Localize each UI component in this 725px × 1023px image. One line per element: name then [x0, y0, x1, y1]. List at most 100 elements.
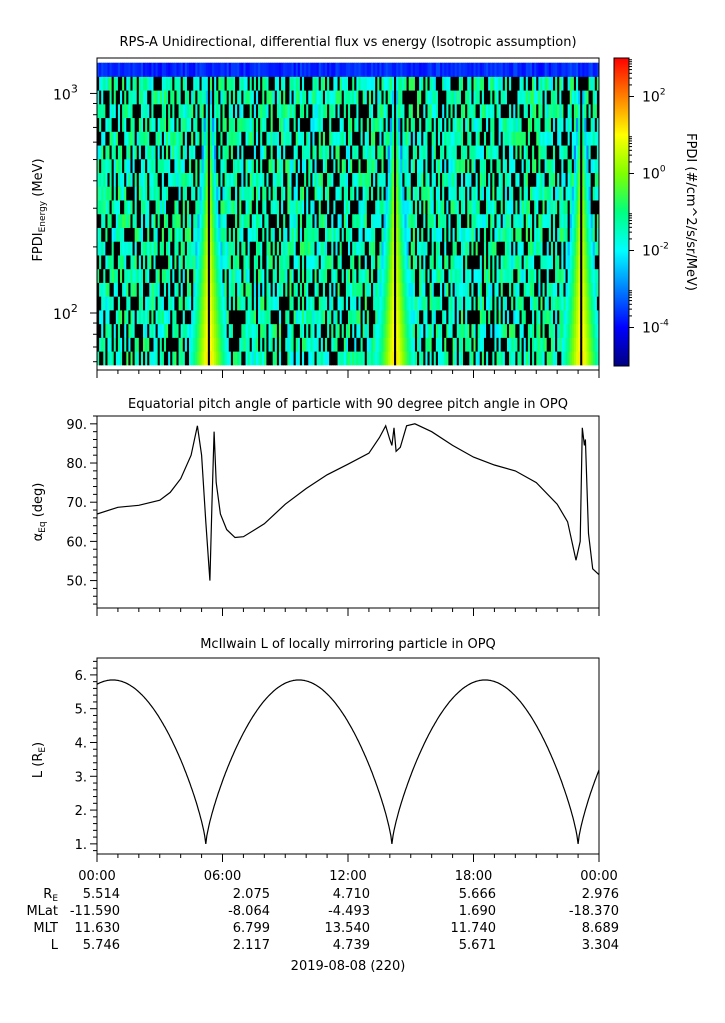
heatmap-cell [132, 337, 136, 352]
heatmap-cell [214, 309, 217, 325]
heatmap-cell [498, 145, 502, 160]
heatmap-cell [253, 227, 257, 242]
heatmap-cell [377, 200, 380, 215]
heatmap-cell [421, 296, 424, 311]
heatmap-cell [578, 268, 581, 283]
heatmap-cell [352, 172, 355, 187]
heatmap-cell [506, 213, 510, 228]
heatmap-cell [310, 145, 313, 160]
heatmap-cell [283, 131, 286, 146]
heatmap-cell [318, 227, 322, 242]
heatmap-cell [364, 227, 368, 242]
heatmap-cell [373, 323, 376, 338]
heatmap-cell [220, 323, 223, 338]
heatmap-cell [107, 172, 110, 187]
heatmap-cell [391, 90, 395, 105]
heatmap-cell [247, 103, 251, 119]
heatmap-cell [316, 351, 320, 366]
heatmap-cell [465, 131, 468, 146]
heatmap-cell [249, 200, 253, 215]
heatmap-cell [481, 227, 485, 242]
heatmap-cell [550, 296, 554, 311]
heatmap-cell [532, 337, 535, 352]
heatmap-cell [427, 131, 430, 146]
heatmap-cell [473, 76, 476, 91]
heatmap-cell [155, 90, 159, 105]
heatmap-cell [396, 241, 399, 256]
heatmap-cell [364, 255, 368, 270]
heatmap-cell [232, 255, 236, 270]
heatmap-cell [506, 337, 510, 352]
heatmap-cell [586, 90, 589, 105]
heatmap-cell [391, 241, 395, 256]
heatmap-cell [486, 282, 489, 297]
heatmap-cell [513, 200, 516, 215]
heatmap-cell [446, 282, 449, 297]
heatmap-cell [287, 282, 290, 297]
heatmap-cell [419, 117, 422, 132]
heatmap-cell [452, 337, 456, 352]
heatmap-cell [232, 213, 236, 228]
heatmap-cell [521, 213, 525, 228]
heatmap-cell [437, 282, 441, 297]
heatmap-cell [155, 268, 159, 283]
heatmap-cell [479, 255, 483, 270]
heatmap-cell [232, 158, 236, 174]
heatmap-cell [97, 76, 100, 91]
heatmap-cell [308, 337, 311, 352]
heatmap-cell [138, 200, 142, 215]
heatmap-cell [124, 158, 127, 174]
heatmap-cell [498, 90, 502, 105]
heatmap-cell [255, 200, 259, 215]
heatmap-cell [536, 309, 539, 325]
heatmap-cell [594, 241, 598, 256]
heatmap-cell [536, 172, 539, 187]
heatmap-cell [157, 131, 161, 146]
heatmap-cell [205, 337, 209, 352]
heatmap-cell [337, 309, 341, 325]
heatmap-cell [278, 323, 282, 338]
heatmap-cell [281, 227, 284, 242]
heatmap-cell [147, 76, 150, 91]
heatmap-cell [157, 172, 161, 187]
heatmap-cell [161, 76, 165, 91]
heatmap-cell [502, 131, 506, 146]
heatmap-cell [289, 103, 292, 119]
heatmap-cell [538, 351, 541, 366]
heatmap-cell [191, 117, 194, 132]
heatmap-cell [113, 296, 117, 311]
heatmap-cell [199, 241, 202, 256]
heatmap-cell [396, 255, 399, 270]
heatmap-cell [368, 145, 372, 160]
heatmap-cell [423, 117, 426, 132]
heatmap-cell [465, 158, 468, 174]
heatmap-cell [557, 227, 560, 242]
heatmap-cell [258, 158, 261, 174]
heatmap-cell [327, 131, 330, 146]
heatmap-cell [431, 172, 435, 187]
heatmap-cell [113, 158, 117, 174]
heatmap-cell [590, 145, 594, 160]
heatmap-cell [216, 213, 219, 228]
heatmap-cell [327, 186, 330, 201]
heatmap-cell [446, 337, 449, 352]
heatmap-cell [486, 186, 489, 201]
heatmap-cell [205, 172, 209, 187]
heatmap-cell [251, 282, 255, 297]
heatmap-cell [276, 103, 280, 119]
heatmap-cell [552, 309, 556, 325]
heatmap-cell [350, 103, 353, 119]
heatmap-cell [421, 268, 424, 283]
heatmap-cell [446, 172, 449, 187]
heatmap-cell [452, 172, 456, 187]
heatmap-cell [111, 296, 115, 311]
heatmap-cell [592, 103, 596, 119]
heatmap-cell [502, 227, 506, 242]
heatmap-cell [189, 76, 192, 91]
heatmap-cell [481, 131, 485, 146]
heatmap-cell [322, 117, 326, 132]
heatmap-cell [120, 200, 123, 215]
heatmap-cell [488, 76, 491, 91]
heatmap-cell [502, 309, 506, 325]
heatmap-cell [519, 145, 523, 160]
